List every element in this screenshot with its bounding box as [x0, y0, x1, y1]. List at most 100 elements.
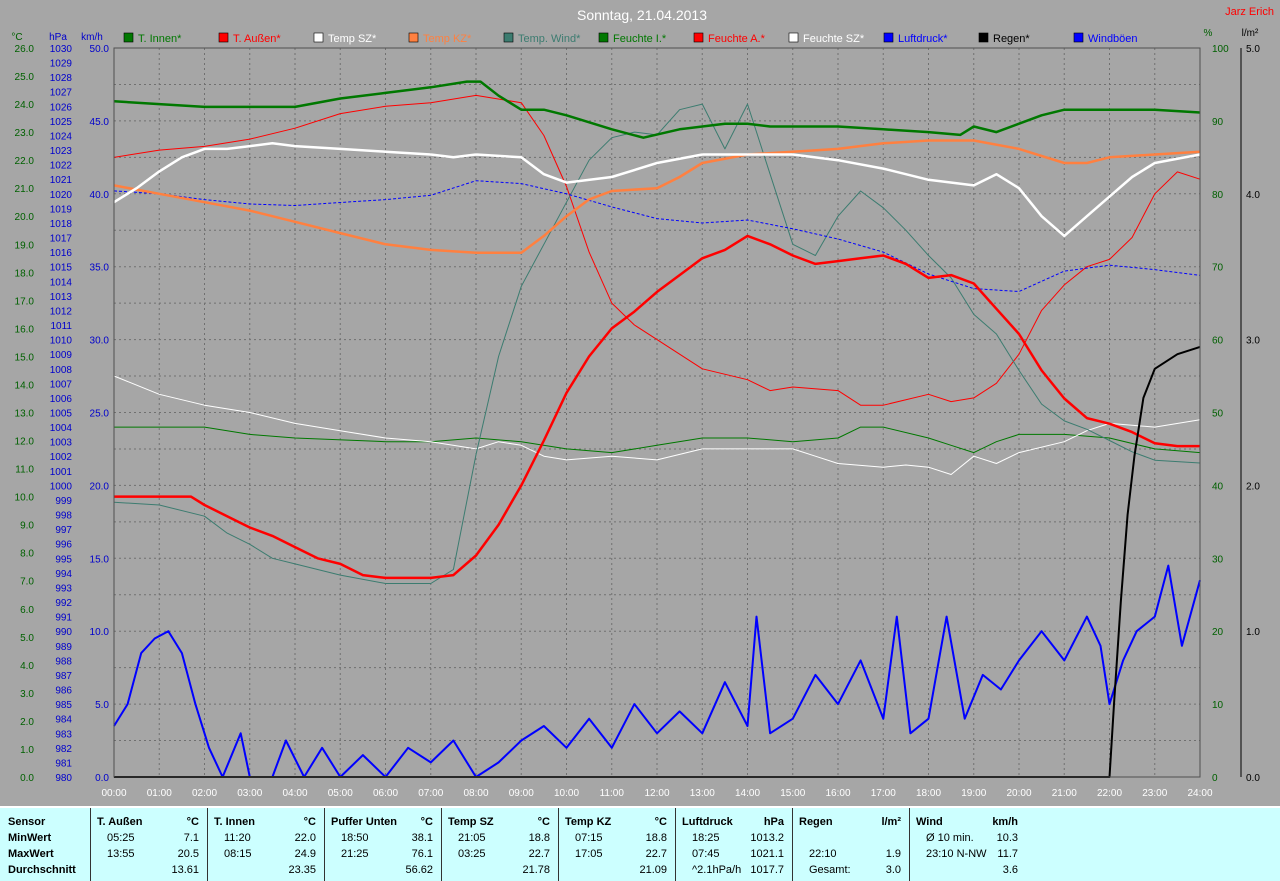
row-label: MaxWert	[8, 848, 54, 860]
legend-swatch	[1073, 32, 1084, 43]
percent-axis-unit: %	[1204, 28, 1213, 39]
celsius-tick-label: 7.0	[20, 577, 34, 588]
hpa-tick-label: 984	[55, 715, 72, 726]
stat-value: 7.1	[183, 832, 199, 844]
kmh-axis-unit: km/h	[81, 32, 103, 43]
hpa-tick-label: 991	[55, 613, 72, 624]
legend-label: T. Außen*	[233, 33, 281, 45]
stat-column: T. Innen °C 11:20 22.0 08:15 24.9 23.35	[207, 808, 324, 881]
hpa-tick-label: 999	[55, 496, 72, 507]
stat-time: 05:25	[107, 832, 135, 844]
hpa-tick-label: 1020	[50, 190, 73, 201]
celsius-tick-label: 16.0	[15, 324, 35, 335]
celsius-tick-label: 14.0	[15, 380, 35, 391]
hpa-tick-label: 1000	[50, 481, 73, 492]
hpa-tick-label: 988	[55, 656, 72, 667]
hpa-tick-label: 1030	[50, 44, 73, 55]
legend-label: Luftdruck*	[898, 33, 948, 45]
stat-time: 17:05	[575, 848, 603, 860]
rain-tick-label: 4.0	[1246, 190, 1260, 201]
hpa-tick-label: 1010	[50, 336, 73, 347]
celsius-tick-label: 8.0	[20, 549, 34, 560]
x-tick-label: 20:00	[1006, 788, 1031, 799]
hpa-tick-label: 1019	[50, 204, 73, 215]
percent-tick-label: 70	[1212, 263, 1224, 274]
hpa-tick-label: 995	[55, 554, 72, 565]
x-tick-label: 21:00	[1052, 788, 1077, 799]
stat-column-name: T. Innen	[214, 816, 255, 828]
rain-tick-label: 5.0	[1246, 44, 1260, 55]
celsius-tick-label: 0.0	[20, 773, 34, 784]
stat-time: 11:20	[224, 832, 251, 844]
stat-value: 1021.1	[750, 848, 784, 860]
hpa-tick-label: 1001	[50, 467, 73, 478]
stat-time: 07:45	[692, 848, 720, 860]
hpa-tick-label: 986	[55, 686, 72, 697]
stat-time: Ø 10 min.	[926, 832, 974, 844]
x-tick-label: 05:00	[328, 788, 353, 799]
percent-tick-label: 80	[1212, 190, 1224, 201]
rain-axis-unit: l/m²	[1242, 28, 1259, 39]
axes: °C 0.0 1.0 2.0 3.0 4.0 5.0 6.0 7.0 8.0 9.0 10.0 11.0…	[11, 28, 1260, 799]
hpa-tick-label: 1015	[50, 263, 73, 274]
stat-time: 22:10	[809, 848, 837, 860]
x-tick-label: 16:00	[825, 788, 850, 799]
author-label: Jarz Erich	[1225, 6, 1274, 18]
x-tick-label: 19:00	[961, 788, 986, 799]
stat-value: 22.7	[528, 848, 550, 860]
hpa-tick-label: 1006	[50, 394, 73, 405]
kmh-tick-label: 35.0	[90, 263, 110, 274]
hpa-tick-label: 1029	[50, 59, 73, 70]
hpa-tick-label: 1027	[50, 88, 73, 99]
legend-swatch	[693, 32, 704, 43]
stat-column-unit: °C	[303, 816, 316, 828]
row-label: Sensor	[8, 816, 46, 828]
x-tick-label: 01:00	[147, 788, 172, 799]
celsius-tick-label: 12.0	[15, 437, 35, 448]
kmh-tick-label: 15.0	[90, 554, 110, 565]
rain-tick-label: 1.0	[1246, 627, 1260, 638]
hpa-tick-label: 1004	[50, 423, 73, 434]
legend-label: Windböen	[1088, 33, 1138, 45]
celsius-tick-label: 22.0	[15, 156, 35, 167]
row-label-column: Sensor MinWert MaxWert Durchschnitt	[0, 808, 90, 881]
percent-tick-label: 60	[1212, 336, 1224, 347]
celsius-tick-label: 21.0	[15, 184, 35, 195]
series-group	[113, 80, 1201, 778]
grid	[113, 47, 1201, 778]
celsius-tick-label: 5.0	[20, 633, 34, 644]
kmh-tick-label: 20.0	[90, 481, 110, 492]
hpa-tick-label: 1008	[50, 365, 73, 376]
legend-label: Feuchte I.*	[613, 33, 667, 45]
legend-swatch	[598, 32, 609, 43]
celsius-tick-label: 4.0	[20, 661, 34, 672]
stat-column: Luftdruck hPa 18:25 1013.2 07:45 1021.1 ^2.1hP…	[675, 808, 792, 881]
percent-tick-label: 50	[1212, 409, 1224, 420]
stat-value: 21.78	[522, 864, 550, 876]
legend-swatch	[788, 32, 799, 43]
stat-column-unit: l/m²	[881, 816, 901, 828]
stat-column-name: Temp KZ	[565, 816, 612, 828]
stat-value: 18.8	[645, 832, 667, 844]
hpa-tick-label: 1016	[50, 248, 73, 259]
weather-chart: Sonntag, 21.04.2013 Jarz Erich T. Innen*…	[11, 6, 1274, 799]
celsius-tick-label: 24.0	[15, 100, 35, 111]
hpa-tick-label: 980	[55, 773, 72, 784]
celsius-tick-label: 26.0	[15, 44, 35, 55]
x-tick-label: 13:00	[690, 788, 715, 799]
hpa-tick-label: 1023	[50, 146, 73, 157]
stat-column-unit: °C	[537, 816, 550, 828]
chart-title: Sonntag, 21.04.2013	[577, 7, 707, 23]
hpa-tick-label: 993	[55, 583, 72, 594]
hpa-tick-label: 989	[55, 642, 72, 653]
legend-label: Feuchte SZ*	[803, 33, 865, 45]
stat-value: 1.9	[885, 848, 901, 860]
celsius-tick-label: 25.0	[15, 72, 35, 83]
hpa-tick-label: 1007	[50, 379, 73, 390]
kmh-tick-label: 10.0	[90, 627, 110, 638]
hpa-tick-label: 1003	[50, 438, 73, 449]
x-tick-label: 18:00	[916, 788, 941, 799]
hpa-tick-label: 1022	[50, 161, 73, 172]
series-line-temp-kz	[113, 139, 1201, 254]
stat-value: 1017.7	[750, 864, 784, 876]
